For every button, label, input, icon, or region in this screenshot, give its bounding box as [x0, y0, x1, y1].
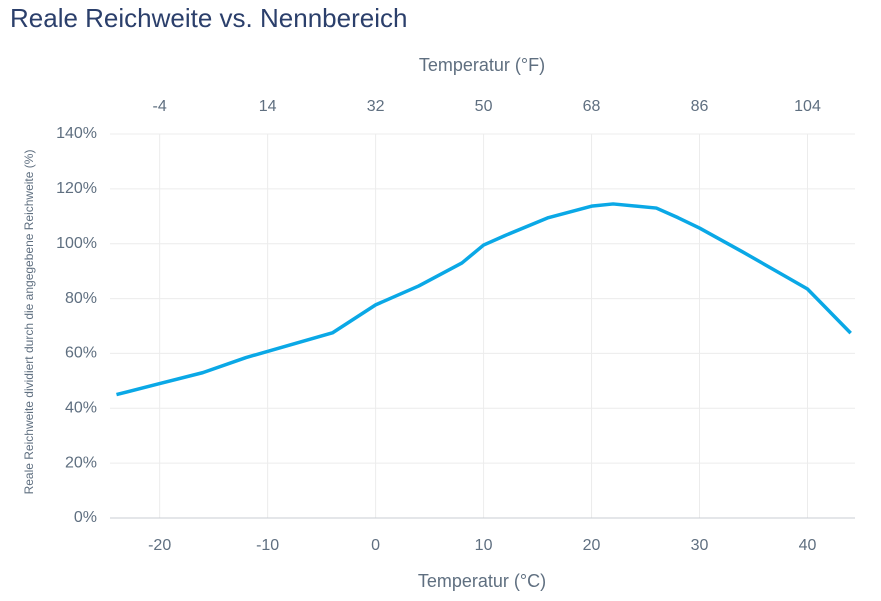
y-axis-title: Reale Reichweite dividiert durch die ang… [22, 150, 36, 495]
x-axis-title: Temperatur (°C) [418, 571, 546, 591]
x2-tick-label: -4 [153, 98, 167, 115]
x2-tick-label: 50 [475, 98, 493, 115]
data-line [116, 202, 852, 397]
x2-tick-label: 104 [794, 98, 821, 115]
y-tick-label: 20% [65, 454, 97, 471]
x2-axis-title: Temperatur (°F) [419, 55, 545, 75]
y-tick-label: 40% [65, 400, 97, 417]
y-tick-label: 60% [65, 345, 97, 362]
x-tick-label: 30 [691, 537, 709, 554]
y-tick-label: 140% [56, 125, 97, 142]
y-tick-label: 80% [65, 290, 97, 307]
chart-title: Reale Reichweite vs. Nennbereich [10, 3, 407, 33]
y-tick-label: 100% [56, 235, 97, 252]
x-tick-label: -20 [148, 537, 171, 554]
x2-tick-label: 68 [583, 98, 601, 115]
x2-tick-label: 14 [259, 98, 277, 115]
x-tick-label: 20 [583, 537, 601, 554]
x-tick-label: 10 [475, 537, 493, 554]
y-tick-label: 0% [74, 509, 97, 526]
x-tick-label: -10 [256, 537, 279, 554]
x-tick-label: 0 [371, 537, 380, 554]
x-tick-label: 40 [799, 537, 817, 554]
x2-tick-label: 86 [691, 98, 709, 115]
x2-tick-label: 32 [367, 98, 385, 115]
y-tick-label: 120% [56, 180, 97, 197]
